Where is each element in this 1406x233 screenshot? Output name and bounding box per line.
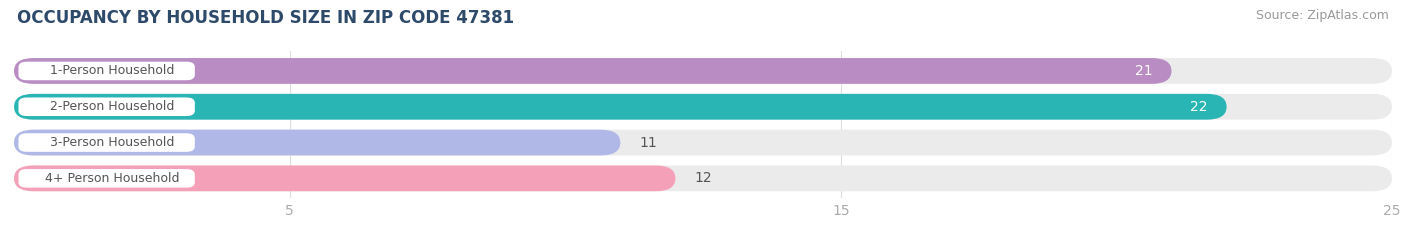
Text: 22: 22: [1189, 100, 1208, 114]
Text: Source: ZipAtlas.com: Source: ZipAtlas.com: [1256, 9, 1389, 22]
FancyBboxPatch shape: [14, 165, 675, 191]
FancyBboxPatch shape: [14, 94, 1226, 120]
Text: 12: 12: [695, 171, 713, 185]
Text: 3-Person Household: 3-Person Household: [51, 136, 174, 149]
Text: 4+ Person Household: 4+ Person Household: [45, 172, 180, 185]
FancyBboxPatch shape: [14, 130, 1392, 155]
FancyBboxPatch shape: [18, 133, 195, 152]
FancyBboxPatch shape: [18, 97, 195, 116]
Text: 11: 11: [640, 136, 658, 150]
FancyBboxPatch shape: [18, 62, 195, 80]
Text: 1-Person Household: 1-Person Household: [51, 65, 174, 77]
FancyBboxPatch shape: [18, 169, 195, 188]
Text: 21: 21: [1135, 64, 1152, 78]
FancyBboxPatch shape: [14, 58, 1171, 84]
Text: 2-Person Household: 2-Person Household: [51, 100, 174, 113]
FancyBboxPatch shape: [14, 94, 1392, 120]
FancyBboxPatch shape: [14, 165, 1392, 191]
FancyBboxPatch shape: [14, 58, 1392, 84]
FancyBboxPatch shape: [14, 130, 620, 155]
Text: OCCUPANCY BY HOUSEHOLD SIZE IN ZIP CODE 47381: OCCUPANCY BY HOUSEHOLD SIZE IN ZIP CODE …: [17, 9, 515, 27]
